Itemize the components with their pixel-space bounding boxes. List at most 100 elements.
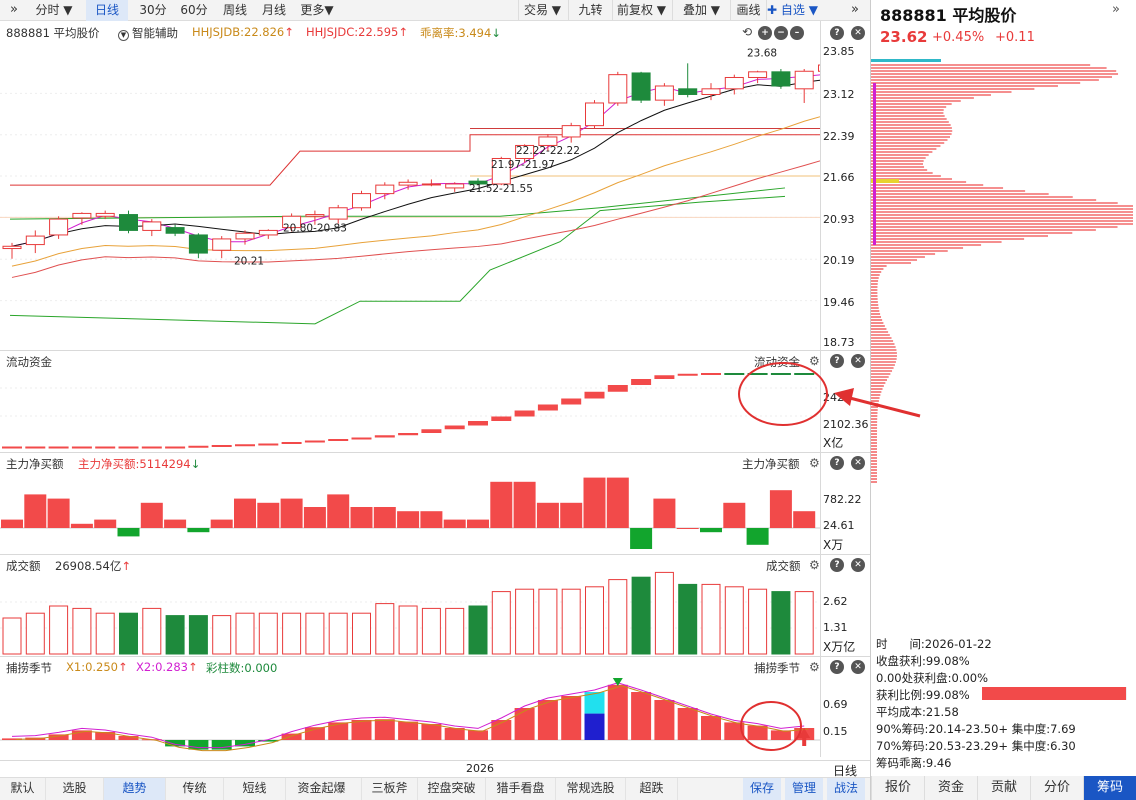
season-bar [747, 725, 768, 740]
flow-bar [724, 373, 745, 375]
candle-body [212, 238, 232, 251]
gear-icon[interactable]: ⚙ [809, 456, 820, 470]
flow-bar [747, 373, 768, 375]
bottom-action-2[interactable]: 战法 [827, 778, 865, 800]
flow-bar [25, 446, 46, 449]
candle-body [119, 214, 138, 231]
season-tick: 0.15 [823, 725, 848, 738]
flow-bar [607, 385, 628, 392]
candle-body [585, 102, 604, 127]
bottom-tab-6[interactable]: 三板斧 [362, 778, 418, 800]
right-tab-2[interactable]: 贡献 [977, 776, 1030, 800]
close-icon[interactable]: ✕ [851, 354, 865, 368]
collapse-right-icon[interactable]: » [1112, 2, 1120, 17]
minimize-icon[interactable]: – [790, 26, 804, 40]
bottom-tab-7[interactable]: 控盘突破 [418, 778, 486, 800]
price-annotation: 21.52-21.55 [469, 183, 533, 195]
toolbar-item-5[interactable]: 月线 [261, 3, 286, 17]
collapse-right-icon[interactable]: » [851, 2, 859, 17]
ma-long [9, 187, 786, 220]
toolbar-right-item-2[interactable]: 前复权 ▼ [612, 0, 670, 21]
volume-bar [631, 576, 651, 655]
candle-body [142, 221, 162, 231]
toolbar-item-4[interactable]: 周线 [222, 3, 247, 17]
toolbar-item-2[interactable]: 30分 [139, 3, 167, 17]
chip-avg-bar [871, 179, 899, 183]
x-axis-year: 2026 [466, 762, 494, 775]
bottom-action-1[interactable]: 管理 [785, 778, 823, 800]
close-icon[interactable]: ✕ [851, 456, 865, 470]
toolbar-right-item-4[interactable]: 画线 [730, 0, 766, 21]
right-tab-0[interactable]: 报价 [871, 776, 924, 800]
close-icon[interactable]: ✕ [851, 660, 865, 674]
toolbar-item-0[interactable]: 分时 ▼ [35, 3, 73, 17]
net-buy-bar [397, 511, 420, 528]
volume-bar [2, 617, 22, 655]
help-icon[interactable]: ? [830, 354, 844, 368]
candle-body [25, 235, 45, 246]
right-tab-1[interactable]: 资金 [924, 776, 977, 800]
season-chart [0, 678, 820, 752]
toolbar-right-item-5[interactable]: ✚ 自选 ▼ [766, 0, 818, 21]
annotation-circle [740, 701, 802, 751]
candle-body [631, 72, 651, 101]
net-buy-bar [280, 498, 303, 528]
gear-icon[interactable]: ⚙ [809, 660, 820, 674]
x-axis-period: 日线 [833, 764, 858, 778]
help-icon[interactable]: ? [830, 558, 844, 572]
bottom-tab-3[interactable]: 传统 [166, 778, 224, 800]
flow-bar [514, 410, 535, 417]
bottom-tab-2[interactable]: 趋势 [104, 778, 166, 800]
net-buy-bar [653, 498, 676, 528]
toolbar-right-item-3[interactable]: 叠加 ▼ [672, 0, 730, 21]
zoom-out-icon[interactable]: − [774, 26, 788, 40]
volume-bar [794, 591, 814, 655]
toolbar-right-item-1[interactable]: 九转 [568, 0, 612, 21]
help-icon[interactable]: ? [830, 26, 844, 40]
toolbar-item-3[interactable]: 60分 [180, 3, 208, 17]
flow-bar [794, 373, 815, 375]
candle-body [794, 70, 814, 90]
bottom-tab-5[interactable]: 资金起爆 [282, 778, 362, 800]
flow-bar [95, 446, 116, 449]
close-icon[interactable]: ✕ [851, 558, 865, 572]
bottom-tab-9[interactable]: 常规选股 [556, 778, 626, 800]
help-icon[interactable]: ? [830, 660, 844, 674]
bottom-tab-1[interactable]: 选股 [46, 778, 104, 800]
season-bar [328, 722, 349, 740]
volume-value: 26908.54亿↑ [55, 559, 132, 573]
gear-icon[interactable]: ⚙ [809, 354, 820, 368]
collapse-left-icon[interactable]: » [10, 2, 18, 17]
volume-bar [678, 583, 698, 655]
season-bar [71, 730, 92, 740]
bottom-action-0[interactable]: 保存 [743, 778, 781, 800]
net-buy-bar [420, 511, 443, 528]
net-buy-tick: 24.61 [823, 519, 855, 532]
candle-body [95, 212, 115, 217]
gear-icon[interactable]: ⚙ [809, 558, 820, 572]
season-bar [537, 700, 558, 740]
season-bar [258, 740, 279, 742]
volume-bar [421, 607, 441, 655]
bottom-tab-10[interactable]: 超跌 [626, 778, 678, 800]
refresh-icon[interactable]: ⟲ [742, 25, 753, 39]
right-tab-3[interactable]: 分价 [1030, 776, 1083, 800]
season-bars: 彩柱数:0.000 [206, 661, 278, 675]
close-icon[interactable]: ✕ [851, 26, 865, 40]
zoom-in-icon[interactable]: + [758, 26, 772, 40]
flow-bar [444, 425, 465, 430]
toolbar-item-1[interactable]: 日线 [86, 0, 128, 21]
smart-assist[interactable]: ▼ 智能辅助 [118, 25, 178, 41]
toolbar-right-item-0[interactable]: 交易 ▼ [518, 0, 566, 21]
bottom-tab-4[interactable]: 短线 [224, 778, 286, 800]
volume-bar [701, 583, 721, 655]
help-icon[interactable]: ? [830, 456, 844, 470]
net-buy-bar [513, 481, 536, 528]
right-tab-4[interactable]: 筹码 [1083, 776, 1136, 800]
bottom-tab-8[interactable]: 猎手看盘 [486, 778, 556, 800]
toolbar-item-6[interactable]: 更多▼ [300, 3, 334, 17]
season-bar [561, 696, 582, 740]
x-axis [0, 760, 870, 777]
price: 23.62 [880, 28, 928, 46]
bottom-tab-0[interactable]: 默认 [0, 778, 46, 800]
